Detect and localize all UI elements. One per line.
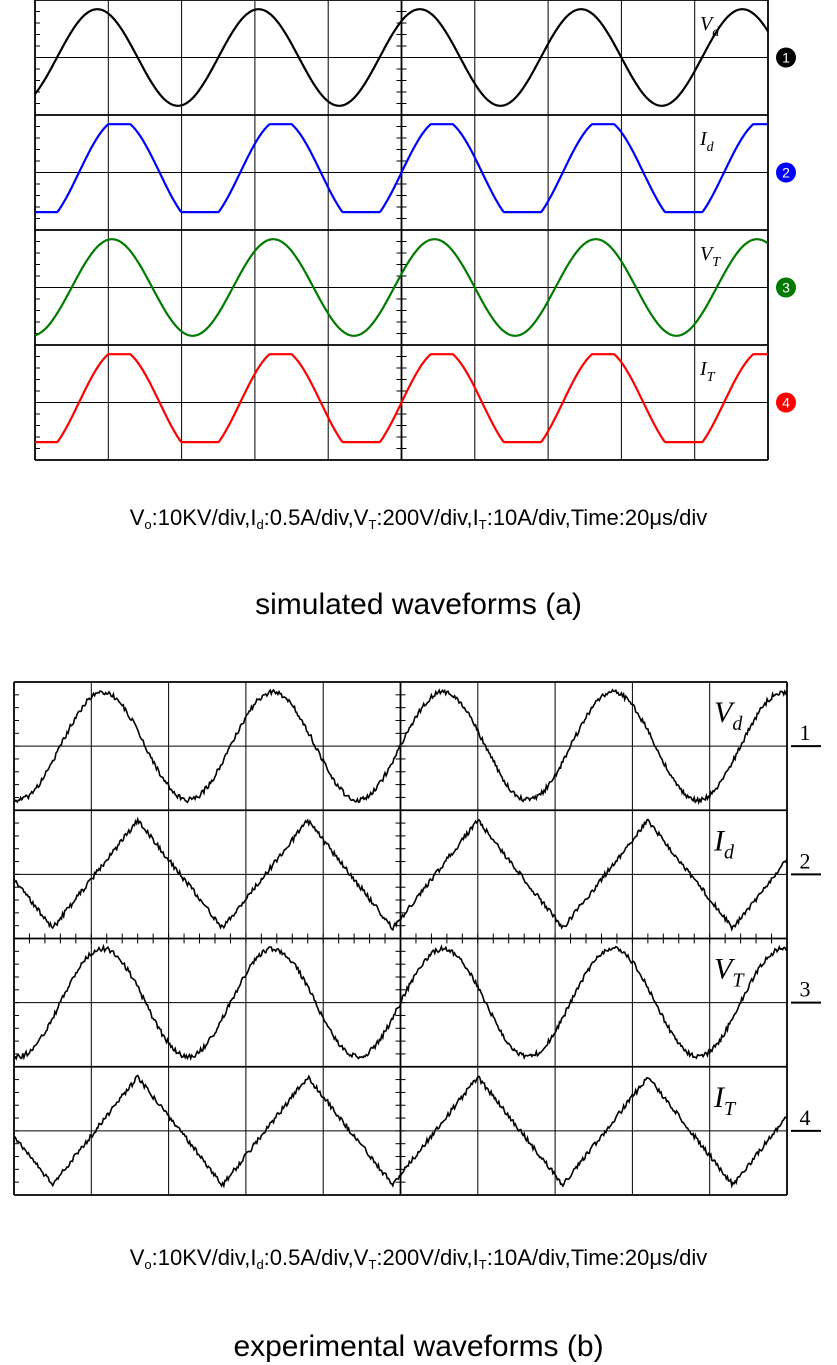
channel-marker-number: 4 (800, 1105, 811, 1130)
channel-marker-number: 1 (782, 50, 790, 66)
scale-text-b: Vo:10KV/div,Id:0.5A/div,VT:200V/div,IT:1… (129, 1245, 708, 1272)
series-label-Id: Id (699, 128, 715, 155)
series-line-VT (34, 238, 769, 337)
channel-marker-number: 2 (800, 848, 811, 873)
series-label-VT: VT (700, 243, 721, 270)
channel-marker-dot (776, 47, 796, 68)
channel-marker-dot (776, 162, 796, 183)
series-label-IT: IT (699, 358, 716, 385)
channel-marker-number: 3 (800, 977, 811, 1002)
series-line-Id (35, 123, 768, 214)
series-line-IT (35, 353, 768, 444)
channel-marker-number: 2 (782, 165, 790, 181)
channel-marker-VT: 3 (791, 977, 821, 1004)
series-line-VT (13, 943, 788, 1062)
channel-marker-Id: 2 (776, 162, 796, 183)
channel-marker-Id: 2 (791, 848, 821, 876)
channel-marker-Vd: 1 (791, 720, 821, 748)
channel-marker-number: 4 (782, 395, 790, 411)
caption-b: experimental waveforms (b) (233, 1330, 604, 1363)
channel-marker-dot (776, 392, 796, 413)
series-line-Vd (13, 688, 788, 806)
channel-marker-dot (776, 277, 796, 298)
axis-ticks (13, 681, 788, 1196)
channel-marker-VT: 3 (776, 277, 796, 298)
series-label-Vd: Vd (714, 696, 743, 735)
channel-marker-number: 1 (800, 720, 811, 745)
axis-ticks (35, 0, 407, 461)
series-label-IT: IT (713, 1081, 737, 1120)
channel-marker-Vd: 1 (776, 47, 796, 68)
series-line-Id (13, 816, 788, 932)
series-line-Vd (34, 8, 769, 107)
experimental-waveforms-chart: Vd 1 Id 2 VT 3 IT 4 (13, 681, 821, 1196)
scale-text-a: Vo:10KV/div,Id:0.5A/div,VT:200V/div,IT:1… (129, 505, 708, 532)
channel-marker-IT: 4 (776, 392, 796, 413)
series-label-VT: VT (714, 953, 745, 992)
channel-marker-number: 3 (782, 280, 790, 296)
channel-marker-IT: 4 (791, 1105, 821, 1132)
simulated-waveforms-chart: Vd 1 Id 2 VT 3 IT 4 (34, 0, 796, 461)
series-line-IT (13, 1074, 788, 1189)
series-label-Vd: Vd (700, 13, 720, 40)
caption-a: simulated waveforms (a) (255, 588, 582, 621)
series-label-Id: Id (713, 824, 735, 863)
